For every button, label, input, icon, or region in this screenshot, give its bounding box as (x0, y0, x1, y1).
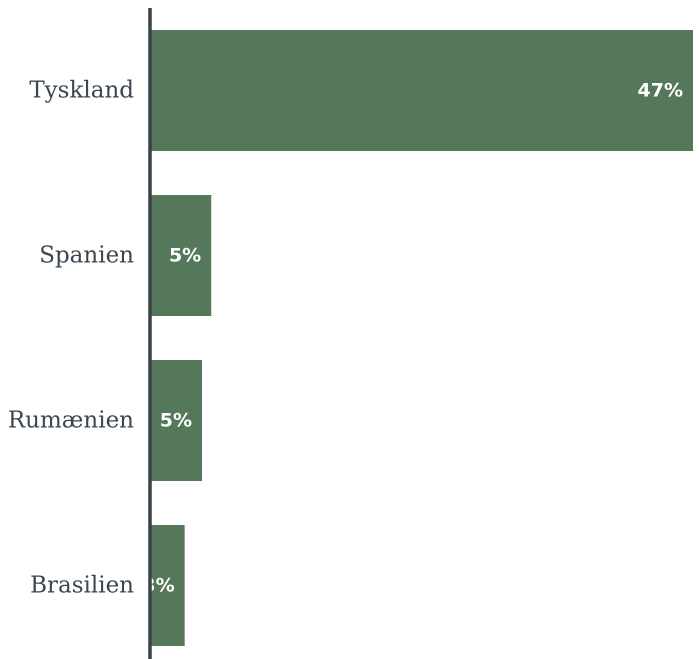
bar-0 (150, 30, 693, 151)
category-labels-group: Tyskland Spanien Rumænien Brasilien (8, 78, 134, 599)
category-label: Spanien (39, 243, 134, 269)
bar-1 (150, 195, 212, 316)
bar-2 (150, 360, 202, 481)
bar-3 (150, 525, 185, 646)
bars-group (150, 30, 693, 646)
value-label: 5% (160, 410, 192, 432)
category-label: Rumænien (8, 408, 134, 434)
value-label: 5% (169, 245, 201, 267)
value-label: 3% (142, 575, 174, 597)
category-label: Tyskland (29, 78, 134, 104)
category-label: Brasilien (30, 573, 134, 599)
value-labels-group: 47% 5% 5% 3% (142, 80, 683, 597)
value-label: 47% (638, 80, 683, 102)
